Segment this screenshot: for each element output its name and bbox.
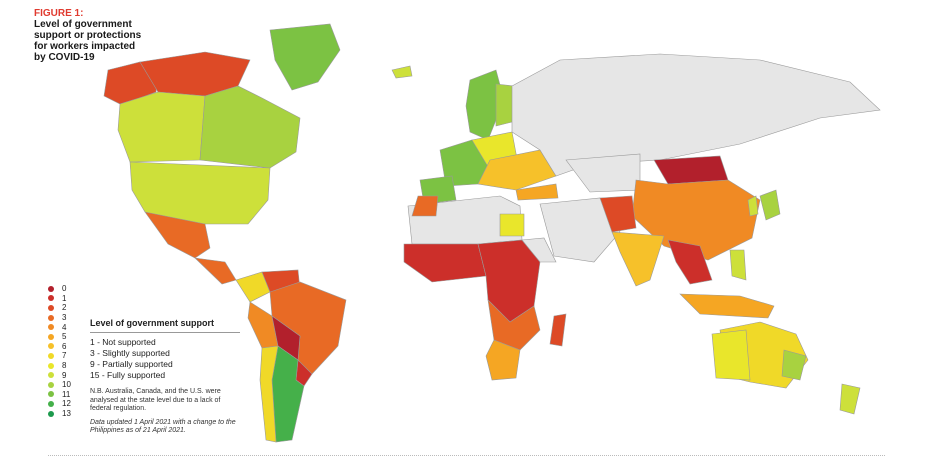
region-egypt (499, 213, 525, 237)
region-finland (495, 83, 515, 127)
title-line: for workers impacted (34, 41, 136, 52)
scale-dot-icon (48, 333, 54, 340)
scale-value: 2 (62, 303, 67, 313)
scale-value: 0 (62, 284, 67, 294)
region-middle-east (539, 197, 621, 263)
region-indonesia (679, 293, 775, 319)
legend-item: 1 - Not supported (90, 337, 156, 347)
legend-item: 9 - Partially supported (90, 359, 173, 369)
scale-value: 7 (62, 351, 67, 361)
region-morocco (411, 195, 439, 217)
scale-dot-icon (48, 372, 54, 379)
region-mexico (144, 211, 211, 259)
scale-dot-icon (48, 285, 54, 292)
scale-value: 11 (62, 389, 71, 399)
region-new-south-wales (781, 349, 807, 381)
scale-row: 12 (48, 399, 71, 409)
scale-row: 7 (48, 351, 71, 361)
region-iceland (391, 65, 413, 79)
scale-row: 1 (48, 294, 71, 304)
region-turkey (515, 183, 559, 201)
region-chile (259, 345, 279, 443)
region-southeast-asia (667, 239, 713, 285)
figure-title: FIGURE 1: Level of government support or… (34, 8, 164, 63)
scale-dot-icon (48, 304, 54, 311)
scale-dot-icon (48, 343, 54, 350)
scale-dot-icon (48, 400, 54, 407)
scale-value: 4 (62, 322, 67, 332)
scale-row: 5 (48, 332, 71, 342)
scale-row: 2 (48, 303, 71, 313)
region-western-canada (117, 91, 206, 163)
region-kazakhstan (565, 153, 641, 193)
region-madagascar (549, 313, 567, 347)
region-japan (759, 189, 781, 221)
update-note: Data updated 1 April 2021 with a change … (90, 418, 236, 435)
legend-heading: Level of government support (90, 318, 240, 333)
scale-dot-icon (48, 362, 54, 369)
region-western-australia (711, 329, 751, 381)
region-india (611, 231, 665, 287)
scale-dot-icon (48, 295, 54, 302)
legend: Level of government support 1 - Not supp… (90, 318, 240, 436)
scale-row: 6 (48, 342, 71, 352)
scale-row: 9 (48, 370, 71, 380)
scale-value: 10 (62, 380, 71, 390)
scale-row: 4 (48, 322, 71, 332)
scale-value: 9 (62, 370, 67, 380)
scale-value: 13 (62, 409, 71, 419)
region-united-states (129, 161, 271, 225)
scale-value: 8 (62, 361, 67, 371)
scale-value: 1 (62, 293, 67, 303)
region-korea (747, 195, 759, 217)
color-scale: 0 1 2 3 4 5 6 7 8 9 10 11 12 13 (48, 284, 71, 418)
region-russia (511, 53, 881, 177)
region-east-africa (521, 237, 557, 263)
region-china (631, 179, 761, 261)
scale-row: 13 (48, 409, 71, 419)
scale-row: 0 (48, 284, 71, 294)
divider (48, 455, 885, 456)
scale-row: 10 (48, 380, 71, 390)
region-south-africa (485, 339, 521, 381)
region-west-africa (403, 243, 487, 283)
region-new-zealand (839, 383, 861, 415)
scale-value: 6 (62, 341, 67, 351)
scale-value: 5 (62, 332, 67, 342)
title-line: support or protections (34, 30, 142, 41)
legend-item: 15 - Fully supported (90, 370, 166, 380)
region-eastern-europe (477, 149, 557, 191)
legend-item: 3 - Slightly supported (90, 348, 170, 358)
region-pakistan (599, 195, 637, 233)
scale-dot-icon (48, 391, 54, 398)
region-central-america (194, 257, 237, 285)
scale-value: 3 (62, 313, 67, 323)
scale-row: 8 (48, 361, 71, 371)
region-greenland (269, 23, 341, 91)
figure-label: FIGURE 1: (34, 8, 84, 19)
scale-dot-icon (48, 314, 54, 321)
scale-dot-icon (48, 324, 54, 331)
region-mongolia (653, 155, 729, 185)
title-line: by COVID-19 (34, 52, 95, 63)
scale-row: 3 (48, 313, 71, 323)
scale-dot-icon (48, 352, 54, 359)
legend-note: N.B. Australia, Canada, and the U.S. wer… (90, 388, 221, 412)
scale-value: 12 (62, 399, 71, 409)
scale-row: 11 (48, 390, 71, 400)
region-eastern-canada (199, 85, 301, 169)
scale-dot-icon (48, 381, 54, 388)
region-philippines (729, 249, 747, 281)
scale-dot-icon (48, 410, 54, 417)
title-line: Level of government (34, 19, 132, 30)
